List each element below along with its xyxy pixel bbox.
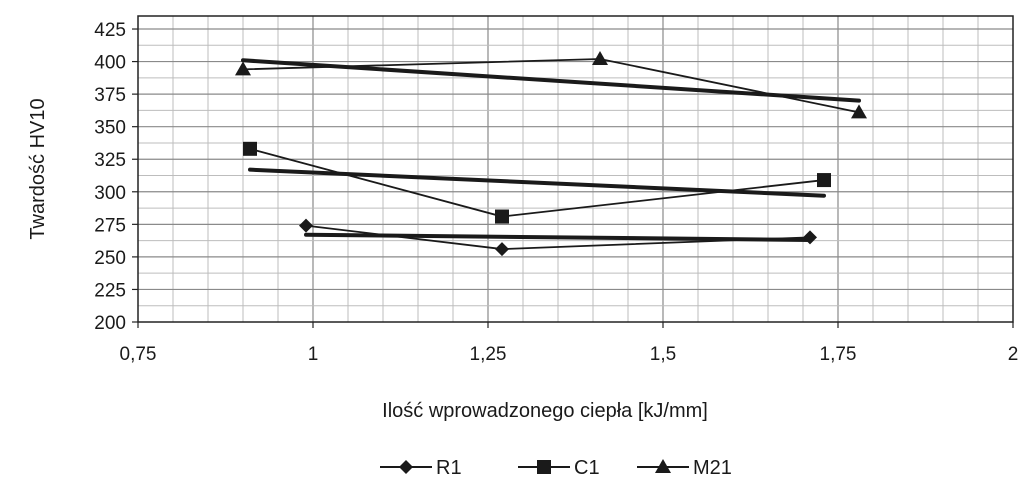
legend-label-r1: R1 [436, 457, 462, 479]
data-point-m21 [235, 61, 251, 76]
legend-marker-r1 [399, 460, 413, 474]
y-tick-label: 375 [94, 85, 126, 106]
legend-label-c1: C1 [574, 457, 600, 479]
series-r1 [299, 218, 817, 257]
x-tick-label: 1,75 [820, 344, 857, 365]
x-tick-label: 2 [1008, 344, 1019, 365]
y-tick-label: 325 [94, 150, 126, 171]
x-tick-label: 0,75 [120, 344, 157, 365]
plot-frame [137, 15, 1014, 323]
y-tick-label: 200 [94, 313, 126, 334]
legend-marker-c1 [537, 460, 551, 474]
legend-marker-m21 [655, 459, 671, 473]
y-tick-label: 350 [94, 118, 126, 139]
series-c1 [243, 141, 831, 224]
y-tick-label: 300 [94, 183, 126, 204]
y-tick-label: 425 [94, 20, 126, 41]
legend-item-m21: M21 [637, 457, 732, 479]
data-point-r1 [803, 230, 817, 245]
y-axis-label: Twardość HV10 [27, 98, 49, 239]
data-point-c1 [495, 209, 509, 224]
plot-area [138, 16, 1013, 322]
data-point-c1 [243, 141, 257, 156]
data-point-m21 [592, 50, 608, 65]
data-point-r1 [299, 218, 313, 233]
y-tick-label: 225 [94, 280, 126, 301]
x-tick-label: 1 [308, 344, 319, 365]
x-axis-ticks: 0,75 1 1,25 1,5 1,75 2 [120, 322, 1019, 365]
y-tick-label: 275 [94, 215, 126, 236]
y-tick-label: 400 [94, 53, 126, 74]
x-tick-label: 1,5 [650, 344, 676, 365]
series-layer [235, 50, 867, 257]
data-point-r1 [495, 242, 509, 257]
data-point-m21 [851, 104, 867, 119]
x-axis-label: Ilość wprowadzonego ciepła [kJ/mm] [382, 400, 708, 422]
grid [138, 16, 1013, 322]
data-point-c1 [817, 173, 831, 188]
legend: R1 C1 M21 [380, 457, 732, 479]
legend-item-c1: C1 [518, 457, 600, 479]
series-m21 [235, 50, 867, 119]
y-tick-label: 250 [94, 248, 126, 269]
legend-item-r1: R1 [380, 457, 462, 479]
x-tick-label: 1,25 [470, 344, 507, 365]
legend-label-m21: M21 [693, 457, 732, 479]
y-axis-ticks: 200 225 250 275 300 325 350 375 400 425 [94, 20, 138, 334]
